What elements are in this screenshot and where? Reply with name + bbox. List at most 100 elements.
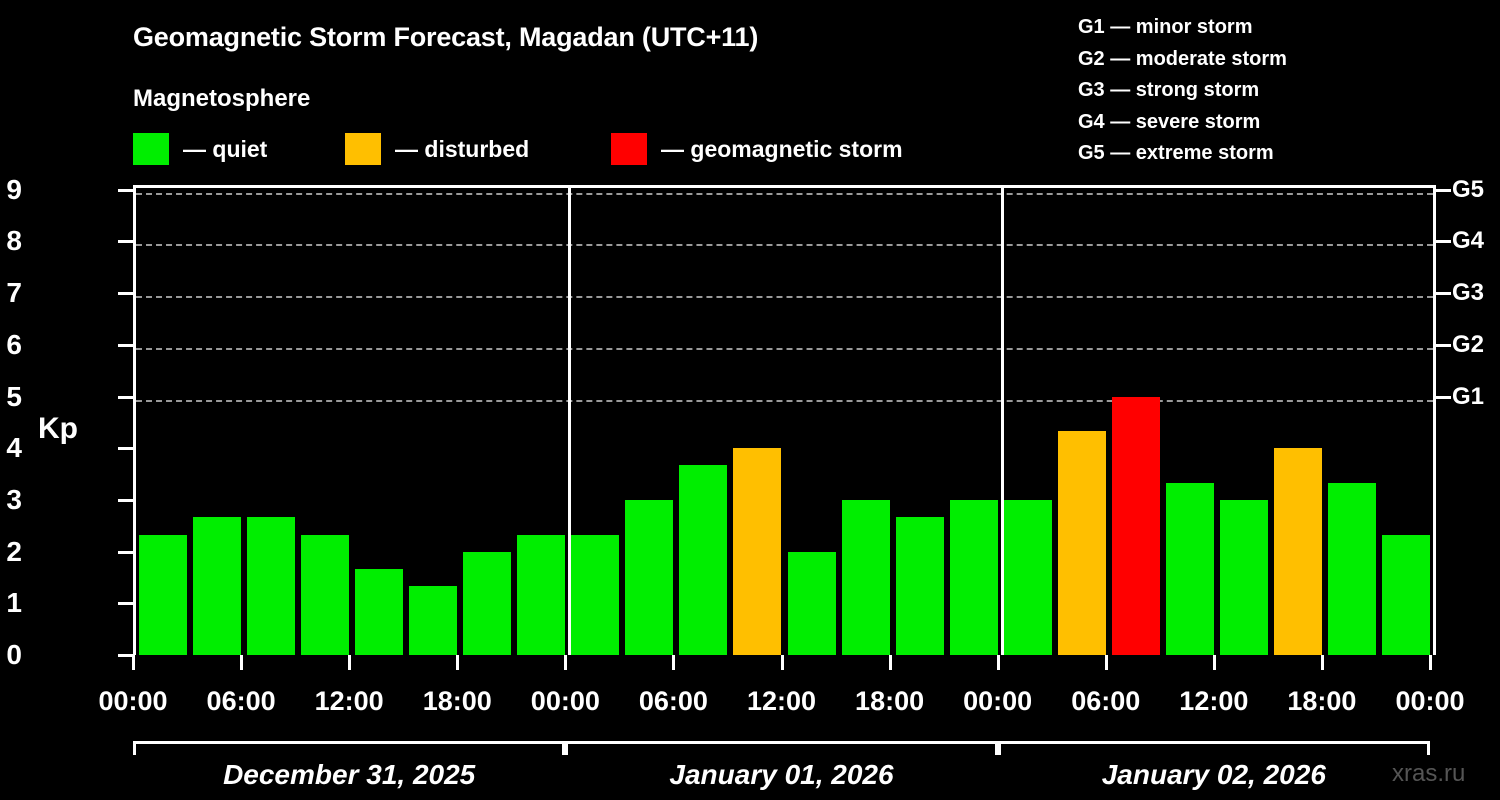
legend-label-storm: — geomagnetic storm [661, 135, 903, 162]
day-label-2: January 02, 2026 [1101, 759, 1326, 790]
x-tick-label-0: 00:00 [98, 686, 168, 716]
y-tick-mark-7 [118, 292, 133, 296]
g-scale-line-g3: G3 — strong storm [1078, 79, 1260, 102]
x-tick-mark-11 [1320, 655, 1324, 670]
x-tick-label-10: 12:00 [1179, 686, 1249, 716]
g-scale-line-g5: G5 — extreme storm [1078, 142, 1274, 165]
day-divider-layer [136, 188, 1433, 655]
day-band-0 [133, 741, 566, 755]
y-tick-label-1: 1 [6, 587, 22, 619]
legend-item-quiet: — quiet [133, 133, 267, 165]
gridline-kp-7 [136, 296, 1433, 299]
page-title: Geomagnetic Storm Forecast, Magadan (UTC… [133, 22, 759, 52]
x-tick-label-1: 06:00 [206, 686, 276, 716]
day-divider-2 [1000, 188, 1004, 655]
day-band-2 [997, 741, 1430, 755]
gridline-kp-9 [136, 192, 1433, 195]
bar-quiet [139, 534, 188, 655]
bar-quiet [301, 534, 350, 655]
y-tick-label-8: 8 [6, 225, 22, 257]
legend-item-disturbed: — disturbed [345, 133, 529, 165]
y-tick-label-3: 3 [6, 483, 22, 515]
x-tick-mark-6 [780, 655, 784, 670]
y-tick-label-4: 4 [6, 432, 22, 464]
x-tick-label-2: 12:00 [314, 686, 384, 716]
x-tick-mark-7 [888, 655, 892, 670]
x-tick-mark-5 [672, 655, 676, 670]
bar-quiet [517, 534, 566, 655]
x-tick-label-9: 06:00 [1071, 686, 1141, 716]
day-divider-1 [568, 188, 572, 655]
y-tick-mark-2 [118, 550, 133, 554]
bar-quiet [247, 516, 296, 655]
y-tick-label-9: 9 [6, 173, 22, 205]
y-axis-title: Kp [38, 412, 78, 445]
bar-quiet [463, 551, 512, 655]
x-tick-label-6: 12:00 [746, 686, 817, 716]
legend-label-disturbed: — disturbed [395, 135, 530, 162]
bar-quiet [679, 465, 728, 655]
bar-quiet [949, 499, 998, 655]
legend-label-quiet: — quiet [183, 135, 268, 162]
g-tick-label-G1: G1 [1452, 382, 1485, 410]
g-scale-line-g2: G2 — moderate storm [1078, 47, 1287, 70]
y-tick-mark-6 [118, 343, 133, 347]
bar-quiet [355, 568, 404, 655]
x-tick-label-12: 00:00 [1395, 686, 1465, 716]
x-tick-mark-2 [348, 655, 352, 670]
day-label-1: January 01, 2026 [669, 759, 894, 790]
y-tick-mark-0 [118, 654, 133, 657]
bar-storm [1111, 396, 1160, 655]
y-tick-label-6: 6 [6, 328, 22, 360]
y-tick-label-7: 7 [6, 277, 22, 309]
gridline-kp-8 [136, 244, 1433, 247]
g-tick-mark-G3 [1436, 292, 1451, 296]
g-tick-label-G5: G5 [1452, 175, 1485, 203]
y-tick-label-0: 0 [6, 639, 22, 670]
x-tick-mark-3 [456, 655, 460, 670]
bar-quiet [193, 516, 242, 655]
x-tick-mark-1 [240, 655, 244, 670]
day-label-0: December 31, 2025 [223, 759, 476, 790]
x-tick-label-11: 18:00 [1287, 686, 1357, 716]
g-scale-line-g1: G1 — minor storm [1078, 16, 1253, 38]
gridline-kp-5 [136, 399, 1433, 402]
x-tick-label-8: 00:00 [963, 686, 1033, 716]
bar-quiet [895, 516, 944, 655]
x-tick-label-3: 18:00 [422, 686, 492, 716]
bar-quiet [1327, 482, 1376, 655]
x-tick-label-7: 18:00 [855, 686, 925, 716]
bar-quiet [625, 499, 674, 655]
y-tick-mark-1 [118, 602, 133, 606]
bar-disturbed [733, 448, 782, 655]
g-tick-label-G2: G2 [1452, 330, 1485, 358]
g-tick-mark-G2 [1436, 343, 1451, 347]
bar-quiet [1003, 499, 1052, 655]
y-tick-label-2: 2 [6, 535, 22, 567]
bar-quiet [787, 551, 836, 655]
y-tick-mark-8 [118, 240, 133, 244]
g-tick-mark-G1 [1436, 395, 1451, 399]
bar-quiet [571, 534, 620, 655]
y-tick-mark-4 [118, 447, 133, 451]
gridline-layer [136, 188, 1433, 655]
x-tick-label-5: 06:00 [638, 686, 708, 716]
g-tick-label-G4: G4 [1452, 227, 1485, 255]
bar-series [136, 188, 1433, 655]
bar-quiet [409, 586, 458, 655]
plot-area [133, 185, 1436, 655]
g-scale-legend: G1 — minor storm G2 — moderate storm G3 … [1078, 12, 1287, 170]
legend-swatch-disturbed [345, 133, 381, 165]
x-tick-label-4: 00:00 [530, 686, 600, 716]
g-scale-line-g4: G4 — severe storm [1078, 110, 1261, 133]
y-tick-mark-3 [118, 498, 133, 502]
bar-disturbed [1273, 448, 1322, 655]
y-tick-mark-5 [118, 395, 133, 399]
x-tick-mark-12 [1429, 655, 1432, 670]
x-tick-mark-9 [1104, 655, 1108, 670]
x-tick-mark-10 [1212, 655, 1216, 670]
y-tick-label-5: 5 [6, 380, 22, 412]
legend-item-storm: — geomagnetic storm [611, 133, 903, 165]
g-tick-mark-G5 [1436, 188, 1451, 192]
